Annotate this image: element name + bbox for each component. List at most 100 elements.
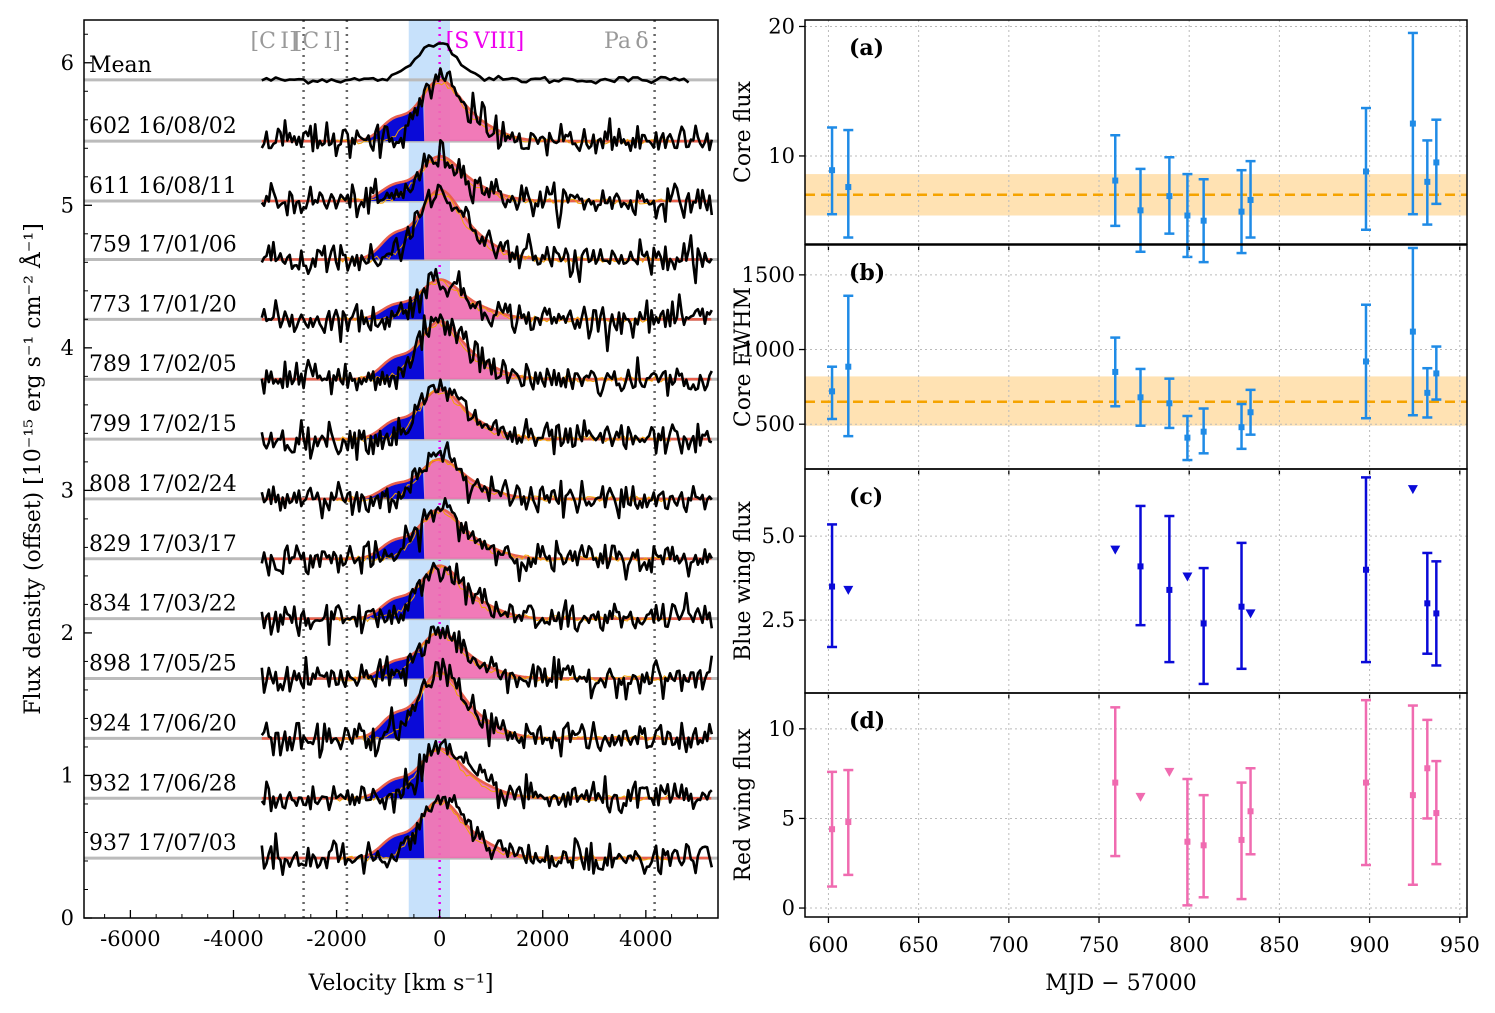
point-marker bbox=[1238, 836, 1245, 843]
point-marker bbox=[1137, 394, 1144, 401]
y-axis-label: Red wing flux bbox=[731, 728, 756, 882]
point-marker bbox=[829, 583, 836, 590]
y-tick-label: 6 bbox=[61, 51, 74, 75]
point-marker bbox=[1184, 212, 1191, 219]
spectrum-5: 789 17/02/05 bbox=[84, 313, 718, 398]
data-point bbox=[1135, 167, 1146, 254]
data-point bbox=[843, 768, 854, 877]
panel-core_fwhm: 500 1000 1500 (b) Core FWHM bbox=[731, 244, 1468, 475]
spectrum-label: 808 17/02/24 bbox=[89, 472, 237, 497]
spectrum-data bbox=[260, 378, 713, 461]
point-marker bbox=[1112, 177, 1119, 184]
point-marker bbox=[1184, 434, 1191, 441]
point-marker bbox=[1433, 370, 1440, 377]
y-tick-label: 5.0 bbox=[762, 524, 795, 548]
x-tick-label: 2000 bbox=[516, 927, 569, 951]
data-point bbox=[843, 294, 854, 438]
point-marker bbox=[1238, 424, 1245, 431]
blue-wing-fill bbox=[352, 524, 425, 559]
data-point bbox=[1431, 759, 1442, 866]
blue-wing-fill bbox=[352, 471, 425, 499]
data-point bbox=[1164, 377, 1175, 430]
spectrum-data bbox=[261, 42, 690, 85]
data-point bbox=[1164, 514, 1175, 664]
panel-frame bbox=[804, 244, 1468, 470]
spectrum-label: 898 17/05/25 bbox=[89, 652, 237, 677]
y-tick-label: 5 bbox=[782, 806, 795, 830]
y-tick-label: 2.5 bbox=[762, 608, 795, 632]
point-marker bbox=[1424, 178, 1431, 185]
point-marker bbox=[1200, 620, 1207, 627]
data-point bbox=[1360, 698, 1371, 867]
data-point bbox=[827, 523, 838, 649]
spectrum-8: 829 17/03/17 bbox=[84, 497, 718, 583]
spectrum-data bbox=[260, 561, 714, 646]
spectrum-label: 602 16/08/02 bbox=[89, 114, 237, 139]
data-point bbox=[827, 365, 838, 421]
spectrum-label: 829 17/03/17 bbox=[89, 532, 237, 557]
line-marker-label-1: [C I] bbox=[294, 29, 341, 54]
line-marker-label-0: [C I] bbox=[250, 29, 297, 54]
red-wing-fill bbox=[424, 800, 574, 859]
blue-wing-fill bbox=[352, 170, 425, 202]
data-point bbox=[1245, 159, 1256, 239]
red-wing-fill bbox=[424, 321, 574, 380]
spectrum-label: Mean bbox=[89, 53, 152, 78]
point-marker bbox=[829, 167, 836, 174]
point-marker bbox=[1247, 196, 1254, 203]
panel-frame bbox=[804, 692, 1468, 918]
y-axis-label: Blue wing flux bbox=[731, 501, 756, 661]
x-tick-label: -4000 bbox=[203, 927, 264, 951]
spectrum-data bbox=[260, 183, 713, 285]
blue-wing-fill bbox=[352, 817, 425, 859]
y-axis-label: Core FWHM bbox=[731, 287, 756, 427]
spectrum-data bbox=[260, 657, 714, 759]
spectrum-data bbox=[260, 738, 713, 815]
spectrum-data bbox=[260, 139, 714, 229]
point-marker bbox=[1409, 792, 1416, 799]
y-tick-label: 0 bbox=[61, 906, 74, 930]
point-marker bbox=[845, 819, 852, 826]
data-point bbox=[1198, 178, 1209, 264]
line-marker-label-3: Pa δ bbox=[604, 29, 649, 54]
point-marker bbox=[1362, 358, 1369, 365]
point-marker bbox=[1247, 808, 1254, 815]
spectrum-1: 602 16/08/02 bbox=[84, 67, 718, 159]
spectrum-label: 932 17/06/28 bbox=[89, 771, 237, 796]
spectrum-data bbox=[260, 441, 713, 520]
panel-label: (a) bbox=[849, 35, 884, 61]
y-tick-label: 20 bbox=[768, 14, 795, 38]
panel-frame bbox=[804, 19, 1468, 245]
spectrum-10: 898 17/05/25 bbox=[84, 624, 718, 701]
panel-core_flux: 10 20 (a) Core flux bbox=[731, 14, 1468, 264]
x-tick-label: 0 bbox=[433, 927, 446, 951]
y-tick-label: 1000 bbox=[742, 338, 795, 362]
x-tick-label: 650 bbox=[899, 933, 939, 957]
point-marker bbox=[1424, 765, 1431, 772]
data-point bbox=[1407, 704, 1418, 886]
y-tick-label: 1500 bbox=[742, 263, 795, 287]
y-axis-label: Flux density (offset) [10⁻¹⁵ erg s⁻¹ cm⁻… bbox=[18, 223, 46, 715]
x-tick-label: -2000 bbox=[306, 927, 367, 951]
point-marker bbox=[1424, 389, 1431, 396]
spectrum-data bbox=[260, 67, 714, 159]
red-wing-fill bbox=[424, 672, 574, 739]
point-marker bbox=[1362, 779, 1369, 786]
point-marker bbox=[1200, 428, 1207, 435]
data-point bbox=[1135, 504, 1146, 627]
upper-limit-marker bbox=[1135, 792, 1146, 802]
data-point bbox=[1431, 118, 1442, 206]
line-marker-label-2: [S VIII] bbox=[446, 29, 525, 54]
spectrum-data bbox=[260, 497, 713, 583]
point-marker bbox=[1137, 207, 1144, 214]
spectrum-9: 834 17/03/22 bbox=[84, 561, 718, 646]
point-marker bbox=[1409, 120, 1416, 127]
point-marker bbox=[1238, 603, 1245, 610]
model-line bbox=[336, 279, 671, 323]
x-tick-label: 700 bbox=[989, 933, 1029, 957]
spectrum-label: 773 17/01/20 bbox=[89, 292, 237, 317]
point-marker bbox=[1166, 586, 1173, 593]
red-wing-fill bbox=[424, 748, 574, 799]
spectrum-6: 799 17/02/15 bbox=[84, 378, 718, 461]
red-wing-fill bbox=[424, 279, 574, 320]
